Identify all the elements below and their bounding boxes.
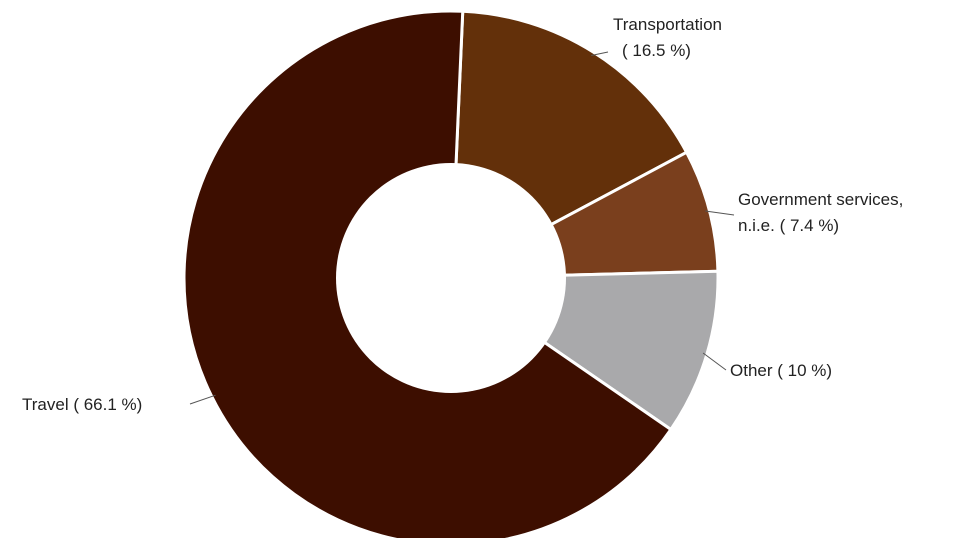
leader-government-services: [705, 210, 735, 216]
label-transportation-line1: Transportation: [613, 15, 722, 34]
label-travel: Travel ( 66.1 %): [22, 395, 142, 414]
label-government-services: Government services, n.i.e. ( 7.4 %): [738, 190, 908, 235]
leader-travel: [189, 394, 216, 405]
donut-hole: [336, 163, 566, 393]
leader-other: [702, 352, 727, 371]
leader-lines-group: [189, 51, 735, 405]
label-transportation-line2: ( 16.5 %): [622, 41, 691, 60]
label-other-line1: Other ( 10 %): [730, 361, 832, 380]
label-government-services-line2: n.i.e. ( 7.4 %): [738, 216, 839, 235]
label-transportation: Transportation ( 16.5 %): [613, 15, 727, 60]
labels-group: Transportation ( 16.5 %) Government serv…: [22, 15, 908, 414]
leader-transportation: [591, 51, 609, 56]
label-other: Other ( 10 %): [730, 361, 832, 380]
label-travel-line1: Travel ( 66.1 %): [22, 395, 142, 414]
label-government-services-line1: Government services,: [738, 190, 903, 209]
